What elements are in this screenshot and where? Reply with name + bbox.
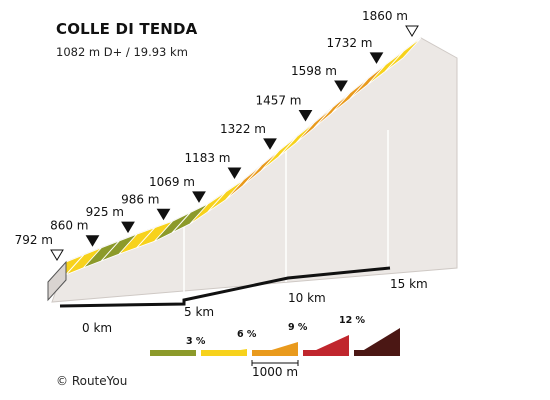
elevation-label: 1732 m: [326, 36, 372, 50]
legend-bar: [201, 350, 247, 356]
elevation-label: 986 m: [121, 192, 159, 206]
elevation-label: 1069 m: [149, 175, 195, 189]
elevation-label: 792 m: [15, 233, 53, 247]
elevation-marker: [227, 167, 242, 179]
elevation-marker: [263, 138, 277, 150]
elevation-marker: [298, 110, 313, 122]
segment-stripe: [242, 165, 262, 186]
distance-tick-label: 0 km: [82, 321, 112, 335]
legend-bar: [303, 350, 349, 356]
legend-bar: [252, 350, 298, 356]
elevation-label: 1598 m: [291, 64, 337, 78]
segment-stripe: [136, 227, 156, 249]
chart-title: COLLE DI TENDA: [56, 20, 198, 38]
distance-axis-line: [59, 266, 391, 308]
profile-side-face: [51, 37, 458, 303]
legend-label: 6 %: [237, 329, 257, 340]
legend-label: 9 %: [288, 322, 308, 333]
segment-stripe: [313, 107, 333, 129]
segment-stripe: [100, 240, 120, 262]
legend-bar: [150, 350, 196, 356]
gradient-legend: 3 % 6 % 9 % 12 % 1000 m: [150, 315, 400, 379]
elevation-label: 1860 m: [362, 9, 408, 23]
legend-swatch: [354, 328, 400, 356]
elevation-marker: [85, 235, 100, 247]
elevation-label: 1322 m: [220, 122, 266, 136]
segment-stripe: [171, 212, 191, 233]
elevation-marker: [334, 80, 348, 92]
elevation-marker: [50, 249, 64, 261]
elevation-label: 925 m: [86, 205, 124, 219]
elevation-marker: [405, 25, 419, 37]
segment-stripe: [349, 78, 369, 100]
profile-start-cap: [47, 260, 67, 302]
copyright-credit: © RouteYou: [56, 374, 128, 388]
legend-scale-label: 1000 m: [252, 365, 298, 379]
distance-tick-label: 10 km: [288, 291, 326, 305]
elevation-label: 860 m: [50, 219, 88, 233]
legend-label: 3 %: [186, 336, 206, 347]
segment-stripe: [65, 254, 85, 276]
profile-top-face: [47, 37, 422, 302]
distance-tick-label: 15 km: [390, 277, 428, 291]
elevation-label: 1183 m: [184, 151, 230, 165]
elevation-marker: [192, 191, 206, 203]
chart-subtitle: 1082 m D+ / 19.93 km: [56, 45, 188, 59]
elevation-marker: [369, 52, 384, 64]
elevation-marker: [156, 208, 171, 221]
legend-bar: [354, 350, 400, 356]
segment-stripe: [207, 191, 227, 213]
segment-stripe: [278, 136, 298, 158]
elevation-label: 1457 m: [255, 94, 301, 108]
profile-side-fill: [51, 37, 458, 303]
segment-stripe: [384, 51, 404, 72]
distance-tick-label: 5 km: [184, 305, 214, 319]
elevation-marker: [121, 221, 135, 234]
legend-label: 12 %: [339, 315, 366, 326]
distance-axis: 0 km 5 km 10 km 15 km: [59, 266, 428, 335]
